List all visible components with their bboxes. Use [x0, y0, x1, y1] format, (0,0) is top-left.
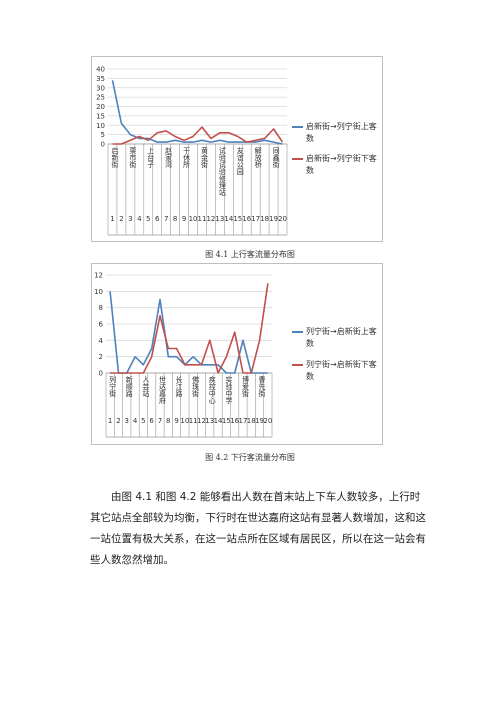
x-tick-label: 11 [198, 215, 207, 223]
x-tick-label: 12 [206, 215, 215, 223]
category-label: 友谊公园 [236, 146, 244, 176]
x-tick-label: 6 [149, 417, 154, 425]
y-tick-label: 5 [101, 131, 105, 139]
category-label: 新顺路 [125, 375, 133, 398]
x-tick-label: 8 [166, 417, 170, 425]
y-tick-label: 2 [99, 353, 103, 361]
x-tick-label: 6 [155, 215, 160, 223]
category-label: 上台子 [147, 146, 155, 168]
category-label: 列宁街 [109, 375, 117, 398]
figure-caption-4-2: 图 4.2 下行客流量分布图 [205, 453, 295, 462]
x-tick-label: 15 [222, 417, 231, 425]
category-label: 人芸站 [142, 376, 150, 398]
x-tick-label: 10 [180, 417, 189, 425]
category-label: 解放桥 [254, 146, 262, 169]
category-label: 黄金街 [200, 146, 208, 169]
y-tick-label: 8 [99, 304, 103, 312]
x-tick-label: 1 [110, 215, 114, 223]
x-tick-label: 12 [197, 417, 206, 425]
x-tick-label: 20 [278, 215, 287, 223]
category-label: 世达嘉府 [158, 375, 166, 405]
y-tick-label: 35 [96, 75, 105, 83]
category-label: 同鑫街 [272, 147, 280, 169]
category-label: 实验中学 [225, 375, 233, 404]
y-tick-label: 25 [96, 94, 105, 102]
series-line-2 [112, 126, 284, 145]
y-tick-label: 40 [96, 66, 105, 74]
legend-label: 列宁街→启新街上客数 [306, 327, 377, 348]
x-tick-label: 1 [108, 417, 112, 425]
x-tick-label: 4 [137, 215, 142, 223]
x-tick-label: 2 [119, 215, 123, 223]
y-tick-label: 10 [94, 288, 103, 296]
legend-label: 列宁街→启新街下客数 [306, 360, 377, 381]
x-tick-label: 8 [173, 215, 177, 223]
legend-label: 启新街→列宁街下客数 [306, 154, 377, 175]
x-tick-label: 13 [215, 215, 224, 223]
x-tick-label: 4 [133, 417, 138, 425]
y-tick-label: 0 [101, 141, 105, 149]
chart-downward-flow: 0 2 4 6 8 10 12 1 2 3 4 5 6 7 8 9 10 11 12 13 14 15 16 17 18 19 20… [91, 263, 383, 445]
x-tick-label: 9 [182, 215, 186, 223]
y-tick-label: 0 [99, 370, 103, 378]
legend-swatch-red [292, 158, 303, 160]
category-label: 曹先街 [258, 375, 266, 398]
legend-swatch-blue [292, 126, 303, 128]
x-tick-label: 16 [230, 417, 239, 425]
category-label: 长江路 [175, 375, 183, 398]
y-tick-label: 30 [96, 84, 105, 92]
x-tick-label: 17 [251, 215, 260, 223]
x-tick-label: 5 [141, 417, 145, 425]
x-tick-label: 5 [146, 215, 150, 223]
legend-label: 启新街→列宁街上客数 [306, 122, 377, 143]
x-tick-label: 10 [189, 215, 198, 223]
legend-swatch-red [292, 364, 303, 366]
x-tick-label: 7 [158, 417, 162, 425]
x-tick-label: 18 [247, 417, 256, 425]
y-tick-label: 20 [96, 103, 105, 111]
x-tick-label: 11 [189, 417, 198, 425]
series-line-1 [111, 80, 283, 145]
y-tick-label: 6 [99, 321, 104, 329]
category-label: 干休所 [183, 147, 191, 169]
y-tick-label: 4 [99, 337, 104, 345]
x-tick-label: 3 [125, 417, 129, 425]
x-tick-label: 20 [263, 417, 272, 425]
x-tick-label: 19 [255, 417, 264, 425]
category-label: 博爱街 [241, 375, 249, 398]
category-label: 疾控中心 [208, 375, 216, 404]
figure-caption-4-1: 图 4.1 上行客流量分布图 [205, 250, 295, 259]
x-tick-label: 15 [233, 215, 242, 223]
body-paragraph: 由图 4.1 和图 4.2 能够看出人数在首末站上下车人数较多，上行时其它站点全… [90, 491, 426, 566]
chart-upward-flow: 0 5 10 15 20 25 30 35 40 1 2 3 4 5 6 7 8 9 10 11 12 13 14 15 16 1… [91, 56, 383, 242]
category-label: 赵家湾 [165, 146, 173, 169]
y-tick-label: 10 [96, 122, 105, 130]
x-tick-label: 13 [205, 417, 214, 425]
x-tick-label: 3 [128, 215, 132, 223]
category-label: 栗市街 [129, 147, 137, 169]
x-tick-label: 19 [269, 215, 278, 223]
legend-swatch-blue [292, 331, 303, 333]
x-tick-label: 17 [238, 417, 247, 425]
x-tick-label: 16 [242, 215, 251, 223]
y-tick-label: 12 [94, 272, 103, 280]
category-label: 启新街 [111, 146, 119, 169]
y-tick-label: 15 [96, 112, 105, 120]
x-tick-label: 7 [164, 215, 168, 223]
x-tick-label: 2 [116, 417, 120, 425]
x-tick-label: 9 [174, 417, 178, 425]
x-tick-label: 14 [214, 417, 223, 425]
x-tick-label: 14 [224, 215, 233, 223]
series-line-2 [110, 283, 269, 374]
category-label: 试验试验修理站 [218, 146, 226, 197]
category-label: 佛珠街 [192, 375, 200, 398]
series-line-1 [109, 291, 268, 374]
x-tick-label: 18 [260, 215, 269, 223]
